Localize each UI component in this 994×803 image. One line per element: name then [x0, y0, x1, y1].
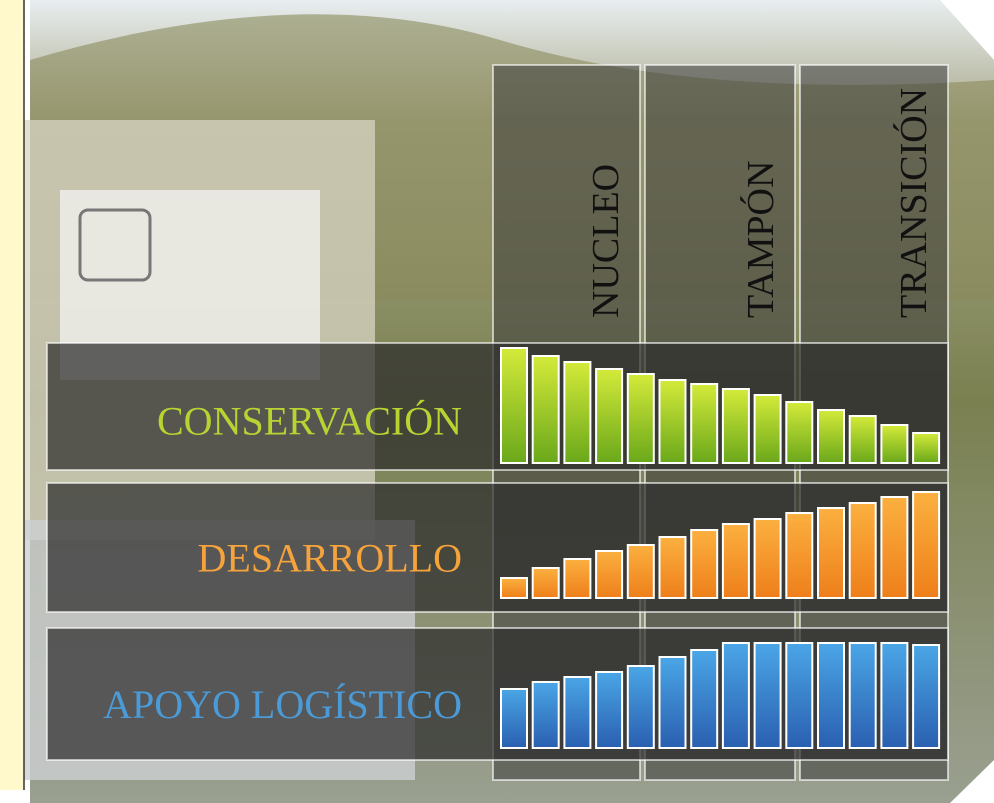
bar: [753, 394, 782, 464]
bar-chart: DESARROLLO: [46, 482, 949, 613]
bar-chart: CONSERVACIÓN: [46, 342, 949, 471]
bar: [817, 642, 845, 749]
bar: [500, 347, 528, 464]
bar: [563, 558, 592, 599]
bar: [690, 529, 719, 599]
bar: [531, 681, 560, 749]
bar: [531, 567, 560, 599]
bar: [626, 665, 655, 749]
row-title: APOYO LOGÍSTICO: [103, 682, 462, 727]
bar: [785, 512, 814, 599]
bar: [626, 373, 655, 464]
bar: [817, 409, 845, 464]
bar: [880, 642, 909, 749]
bar: [563, 361, 592, 464]
bar: [817, 507, 845, 599]
bar: [912, 644, 941, 749]
bar: [595, 368, 624, 464]
bar: [721, 642, 750, 749]
zone-label: TRANSICIÓN: [893, 88, 935, 318]
bar: [721, 388, 750, 464]
bar-chart: APOYO LOGÍSTICO: [46, 627, 949, 761]
bar: [848, 502, 877, 599]
bar: [785, 401, 814, 464]
bar: [531, 355, 560, 464]
bar: [690, 649, 719, 749]
bar: [563, 676, 592, 749]
bar: [848, 415, 877, 464]
bar: [690, 383, 719, 464]
bar: [500, 688, 528, 749]
bar: [785, 642, 814, 749]
bar: [721, 523, 750, 599]
bar: [880, 496, 909, 599]
zone-label: TAMPÓN: [740, 161, 782, 318]
row-title: DESARROLLO: [198, 536, 462, 581]
row-title: CONSERVACIÓN: [157, 399, 462, 444]
bar: [626, 544, 655, 599]
bar: [658, 379, 687, 464]
bar: [595, 671, 624, 749]
bar: [753, 642, 782, 749]
bar: [658, 656, 687, 749]
bar: [595, 550, 624, 599]
bar: [848, 642, 877, 749]
zone-label: NUCLEO: [585, 164, 627, 318]
bar: [500, 577, 528, 599]
bar: [912, 432, 941, 464]
rows: CONSERVACIÓN DESARROLLO APOYO LOGÍSTICO: [46, 342, 949, 761]
bar: [912, 491, 941, 599]
bar: [658, 536, 687, 599]
bar: [880, 424, 909, 464]
bar: [753, 518, 782, 599]
